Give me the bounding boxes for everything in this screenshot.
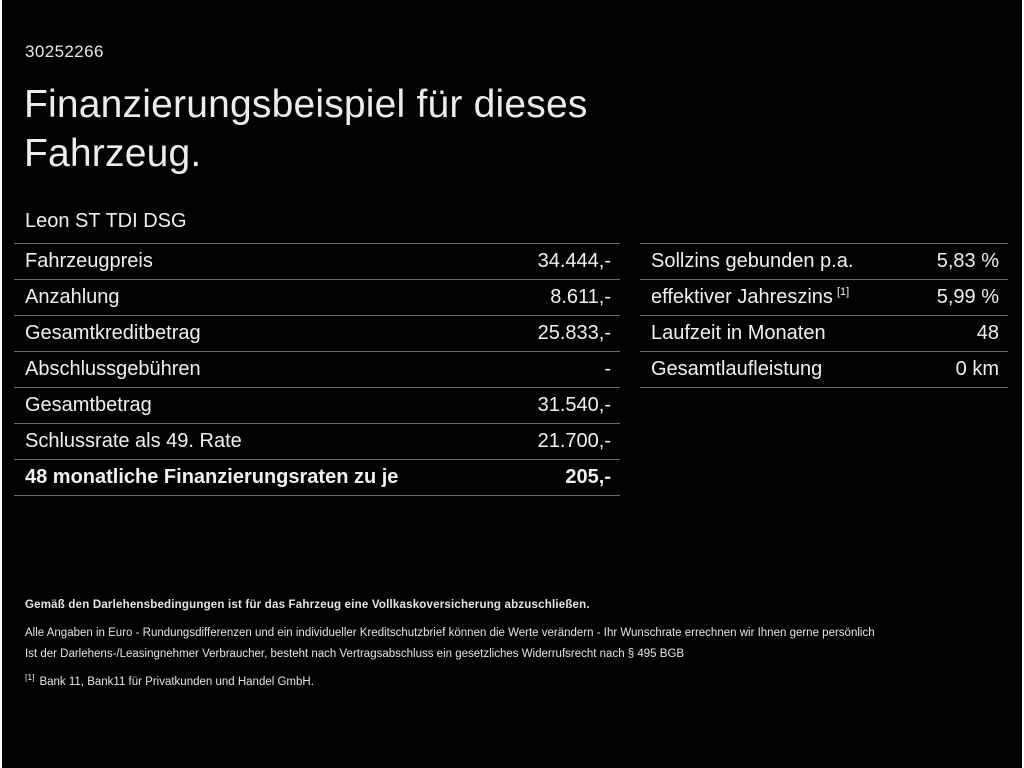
- table-row-gesamtlaufleistung: Gesamtlaufleistung 0 km: [640, 351, 1008, 387]
- row-label: Gesamtkreditbetrag: [25, 322, 201, 344]
- page-title-line-1: Finanzierungsbeispiel für dieses: [24, 83, 588, 126]
- row-label: Abschlussgebühren: [25, 358, 201, 380]
- row-label: Fahrzeugpreis: [25, 250, 153, 272]
- row-value: -: [604, 358, 611, 380]
- row-value: 31.540,-: [537, 394, 611, 416]
- document-id: 30252266: [25, 42, 104, 61]
- table-row-schlussrate: Schlussrate als 49. Rate 21.700,-: [14, 423, 620, 459]
- row-label: Sollzins gebunden p.a.: [651, 250, 854, 272]
- row-value: 5,83 %: [936, 250, 999, 272]
- row-value: 205,-: [565, 466, 611, 488]
- footer-disclaimer-line-1: Alle Angaben in Euro - Rundungsdifferenz…: [25, 627, 875, 639]
- vehicle-model-subtitle: Leon ST TDI DSG: [25, 210, 187, 232]
- row-value: 0 km: [955, 358, 999, 380]
- row-label: Schlussrate als 49. Rate: [25, 430, 242, 452]
- table-row-abschlussgebuehren: Abschlussgebühren -: [14, 351, 620, 387]
- row-value: 25.833,-: [537, 322, 611, 344]
- page-title: Finanzierungsbeispiel für dieses Fahrzeu…: [24, 80, 588, 178]
- footnote-text: Bank 11, Bank11 für Privatkunden und Han…: [39, 675, 314, 688]
- footnote-reference: [1]: [836, 286, 850, 299]
- row-value: 5,99 %: [936, 286, 999, 308]
- row-value: 8.611,-: [550, 286, 611, 308]
- footnote-marker: [1]: [25, 672, 35, 682]
- page-title-line-2: Fahrzeug.: [24, 132, 202, 175]
- table-row-gesamtbetrag: Gesamtbetrag 31.540,-: [14, 387, 620, 423]
- financing-table-right: Sollzins gebunden p.a. 5,83 % effektiver…: [640, 243, 1008, 388]
- financing-table-left: Fahrzeugpreis 34.444,- Anzahlung 8.611,-…: [14, 243, 620, 496]
- table-row-sollzins: Sollzins gebunden p.a. 5,83 %: [640, 243, 1008, 279]
- row-value: 34.444,-: [537, 250, 611, 272]
- footer-bank-footnote: [1] Bank 11, Bank11 für Privatkunden und …: [25, 672, 314, 688]
- row-label: Laufzeit in Monaten: [651, 322, 826, 344]
- table-row-fahrzeugpreis: Fahrzeugpreis 34.444,-: [14, 243, 620, 279]
- row-label: 48 monatliche Finanzierungsraten zu je: [25, 466, 399, 488]
- row-label-text: effektiver Jahreszins: [651, 286, 833, 308]
- table-row-anzahlung: Anzahlung 8.611,-: [14, 279, 620, 315]
- row-label: effektiver Jahreszins [1]: [651, 286, 849, 309]
- page-edge-left: [0, 0, 2, 768]
- table-row-laufzeit: Laufzeit in Monaten 48: [640, 315, 1008, 351]
- footer-insurance-note: Gemäß den Darlehensbedingungen ist für d…: [25, 599, 590, 611]
- footer-disclaimer-line-2: Ist der Darlehens-/Leasingnehmer Verbrau…: [25, 648, 685, 660]
- row-value: 48: [976, 322, 999, 344]
- page-edge-right: [1022, 0, 1024, 768]
- row-label: Gesamtlaufleistung: [651, 358, 823, 380]
- row-label: Anzahlung: [25, 286, 120, 308]
- table-row-monatliche-raten: 48 monatliche Finanzierungsraten zu je 2…: [14, 459, 620, 495]
- row-label: Gesamtbetrag: [25, 394, 152, 416]
- table-row-effektiver-jahreszins: effektiver Jahreszins [1] 5,99 %: [640, 279, 1008, 315]
- row-value: 21.700,-: [537, 430, 611, 452]
- table-row-gesamtkreditbetrag: Gesamtkreditbetrag 25.833,-: [14, 315, 620, 351]
